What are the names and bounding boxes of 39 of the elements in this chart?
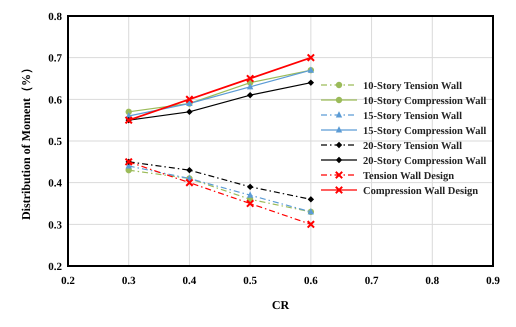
legend-label: Compression Wall Design xyxy=(363,186,478,197)
point xyxy=(186,166,193,174)
x-tick-label: 0.6 xyxy=(304,275,318,287)
y-tick-label: 0.3 xyxy=(48,219,62,232)
x-tick-label: 0.2 xyxy=(61,275,76,287)
point xyxy=(246,82,254,90)
y-tick-label: 0.2 xyxy=(48,261,62,273)
y-tick-label: 0.6 xyxy=(48,94,62,106)
point xyxy=(306,220,316,229)
legend-label: 10-Story Tension Wall xyxy=(363,81,462,92)
point xyxy=(308,196,314,203)
legend-label: 15-Story Compression Wall xyxy=(363,126,486,137)
x-tick-label: 0.5 xyxy=(243,275,258,287)
point xyxy=(246,199,254,208)
y-tick-label: 0.5 xyxy=(48,136,62,148)
legend-label: 15-Story Tension Wall xyxy=(363,111,462,122)
x-tick-label: 0.9 xyxy=(486,275,500,287)
x-tick-label: 0.8 xyxy=(425,275,440,287)
x-tick-label: 0.4 xyxy=(182,275,197,287)
point xyxy=(246,74,254,83)
x-tick-label: 0.7 xyxy=(364,275,379,287)
legend-label: 20-Story Compression Wall xyxy=(363,156,486,167)
x-axis-title: CR xyxy=(272,298,290,312)
y-tick-label: 0.4 xyxy=(48,178,62,190)
point xyxy=(308,79,314,86)
y-tick-label: 0.8 xyxy=(48,11,62,23)
legend-label: 20-Story Tension Wall xyxy=(363,141,462,152)
point xyxy=(186,108,193,116)
point xyxy=(246,92,254,98)
point xyxy=(246,184,254,190)
legend-label: Tension Wall Design xyxy=(363,171,454,182)
y-tick-label: 0.7 xyxy=(48,52,62,65)
point xyxy=(185,178,194,187)
y-axis-title: Distribution of Moment（%） xyxy=(19,62,33,220)
x-tick-label: 0.3 xyxy=(122,275,136,287)
point xyxy=(185,95,194,104)
point xyxy=(306,53,316,62)
legend-label: 10-Story Compression Wall xyxy=(363,96,486,107)
point xyxy=(246,191,254,198)
